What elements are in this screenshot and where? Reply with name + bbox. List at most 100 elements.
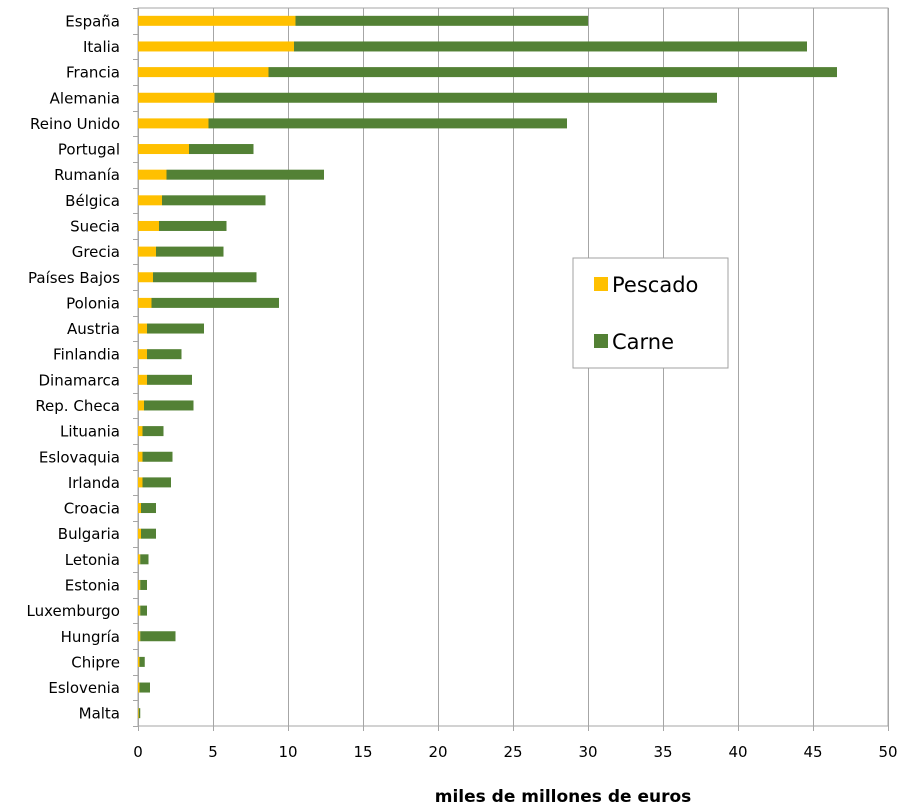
- y-tick-label: Irlanda: [68, 474, 120, 492]
- bar-carne-15: [144, 400, 194, 411]
- bar-pescado-22: [138, 579, 141, 590]
- bar-carne-13: [147, 349, 182, 360]
- bar-pescado-10: [138, 272, 153, 283]
- y-tick-label: Lituania: [60, 423, 120, 441]
- legend-swatch-carne: [594, 334, 608, 348]
- x-tick-label: 50: [878, 743, 897, 761]
- y-tick-label: Bélgica: [65, 192, 120, 210]
- bar-carne-16: [142, 426, 164, 437]
- bar-carne-14: [147, 374, 192, 385]
- bar-pescado-2: [138, 67, 269, 78]
- bar-carne-21: [140, 554, 149, 565]
- y-tick-label: Polonia: [66, 294, 120, 312]
- bar-pescado-27: [138, 708, 139, 719]
- bar-pescado-17: [138, 451, 143, 462]
- y-tick-label: Eslovenia: [48, 679, 120, 697]
- x-tick-label: 40: [728, 743, 747, 761]
- bar-pescado-14: [138, 374, 147, 385]
- bar-carne-23: [140, 605, 147, 616]
- bar-pescado-3: [138, 92, 215, 103]
- x-tick-label: 35: [653, 743, 672, 761]
- y-tick-label: Rumanía: [54, 166, 120, 184]
- legend-box: [572, 257, 729, 369]
- bar-pescado-1: [138, 41, 294, 52]
- legend-swatch-pescado: [594, 277, 608, 291]
- y-tick-label: Letonia: [65, 551, 120, 569]
- x-axis-label: miles de millones de euros: [435, 787, 692, 807]
- bar-carne-20: [141, 528, 156, 539]
- y-tick-label: Grecia: [72, 243, 120, 261]
- y-tick-label: Estonia: [65, 576, 120, 594]
- bar-pescado-23: [138, 605, 141, 616]
- bar-carne-4: [208, 118, 567, 129]
- bar-carne-6: [166, 169, 324, 180]
- bar-pescado-8: [138, 220, 159, 231]
- x-tick-label: 5: [208, 743, 218, 761]
- x-tick-label: 45: [803, 743, 822, 761]
- bar-pescado-18: [138, 477, 143, 488]
- bar-pescado-19: [138, 503, 141, 514]
- bar-carne-8: [159, 220, 227, 231]
- y-tick-label: Francia: [66, 64, 120, 82]
- y-tick-label: Malta: [79, 705, 120, 723]
- legend-label-pescado: Pescado: [612, 273, 698, 297]
- y-tick-label: Chipre: [71, 653, 120, 671]
- x-tick-labels: 0 5 10 15 20 25 30 35 40 45 50: [133, 743, 897, 761]
- legend-label-carne: Carne: [612, 330, 674, 354]
- bar-pescado-11: [138, 297, 152, 308]
- bar-pescado-5: [138, 144, 189, 155]
- bar-carne-18: [142, 477, 171, 488]
- bars: [138, 15, 837, 719]
- bar-pescado-12: [138, 323, 147, 334]
- y-tick-label: Eslovaquia: [39, 448, 120, 466]
- bar-carne-26: [139, 682, 150, 693]
- bar-carne-3: [214, 92, 717, 103]
- bar-pescado-13: [138, 349, 147, 360]
- y-tick-label: Croacia: [64, 500, 120, 518]
- bar-carne-11: [151, 297, 279, 308]
- bar-carne-10: [153, 272, 257, 283]
- bar-carne-0: [295, 15, 588, 26]
- y-tick-labels: España Italia Francia Alemania Reino Unido Po…: [27, 12, 121, 722]
- y-tick-label: Italia: [83, 38, 120, 56]
- bar-pescado-15: [138, 400, 144, 411]
- x-tick-label: 15: [353, 743, 372, 761]
- bar-carne-24: [140, 631, 176, 642]
- bar-pescado-26: [138, 682, 140, 693]
- y-tick-label: Hungría: [61, 628, 120, 646]
- x-tick-label: 30: [578, 743, 597, 761]
- y-tick-label: Austria: [67, 320, 120, 338]
- bar-carne-19: [141, 503, 156, 514]
- x-tick-label: 10: [278, 743, 297, 761]
- bar-pescado-20: [138, 528, 141, 539]
- legend: Pescado Carne: [572, 257, 729, 369]
- bar-carne-5: [189, 144, 254, 155]
- y-tick-label: Países Bajos: [28, 269, 120, 287]
- y-tick-label: Reino Unido: [30, 115, 120, 133]
- y-tick-label: Finlandia: [53, 346, 120, 364]
- bar-pescado-6: [138, 169, 167, 180]
- bar-carne-9: [156, 246, 224, 257]
- y-tick-label: Suecia: [70, 217, 120, 235]
- bar-carne-2: [268, 67, 837, 78]
- y-tick-label: Luxemburgo: [27, 602, 121, 620]
- bar-carne-1: [294, 41, 807, 52]
- bar-pescado-4: [138, 118, 209, 129]
- y-tick-label: Bulgaria: [58, 525, 120, 543]
- bar-pescado-25: [138, 656, 140, 667]
- bar-pescado-16: [138, 426, 143, 437]
- y-tick-label: Portugal: [58, 141, 120, 159]
- bar-carne-17: [142, 451, 173, 462]
- bar-carne-25: [139, 656, 145, 667]
- y-tick-label: Rep. Checa: [35, 397, 120, 415]
- x-tick-label: 25: [503, 743, 522, 761]
- grid-lines: [133, 7, 889, 731]
- y-tick-label: Alemania: [50, 89, 120, 107]
- bar-carne-27: [138, 708, 141, 719]
- bar-carne-7: [162, 195, 266, 206]
- bar-pescado-24: [138, 631, 141, 642]
- bar-pescado-7: [138, 195, 162, 206]
- x-tick-label: 20: [428, 743, 447, 761]
- bar-carne-12: [147, 323, 204, 334]
